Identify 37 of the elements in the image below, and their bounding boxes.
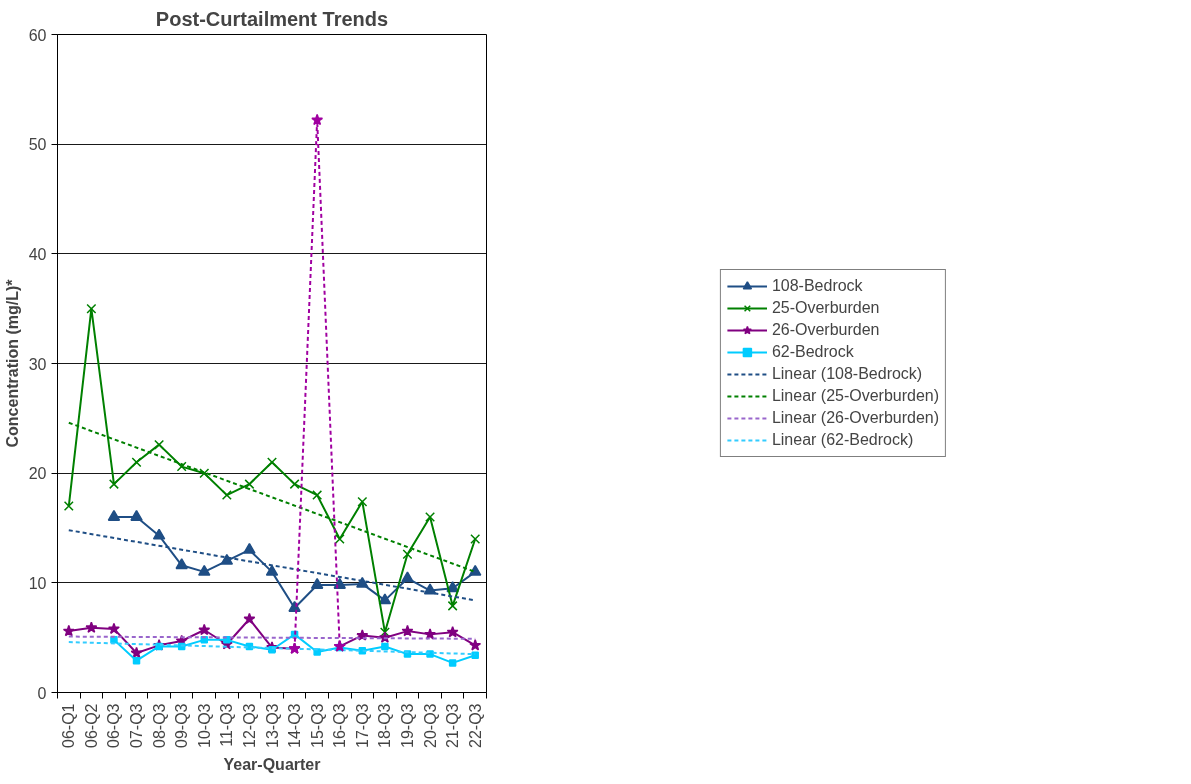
legend-label: 26-Overburden [771, 321, 880, 339]
x-axis-title: Year-Quarter [223, 755, 321, 773]
y-tick-label: 30 [28, 355, 47, 373]
x-tick-label: 22-Q3 [466, 703, 484, 748]
y-tick-label: 60 [28, 26, 47, 44]
x-tick-label: 07-Q3 [128, 703, 146, 748]
x-tick-label: 10-Q3 [195, 703, 213, 748]
legend-label: Linear (25-Overburden) [771, 387, 940, 405]
x-tick-label: 21-Q3 [444, 703, 462, 748]
x-tick-label: 13-Q3 [263, 703, 281, 748]
legend-label: 62-Bedrock [771, 343, 854, 361]
y-tick-label: 40 [28, 245, 47, 263]
x-tick-label: 06-Q1 [60, 703, 78, 748]
x-tick-label: 06-Q2 [82, 703, 100, 748]
x-tick-label: 18-Q3 [376, 703, 394, 748]
x-tick-label: 08-Q3 [150, 703, 168, 748]
legend-label: Linear (108-Bedrock) [771, 365, 923, 383]
y-tick-label: 20 [28, 465, 47, 483]
x-tick-label: 19-Q3 [398, 703, 416, 748]
x-tick-label: 06-Q3 [105, 703, 123, 748]
x-tick-label: 16-Q3 [331, 703, 349, 748]
x-tick-label: 15-Q3 [308, 703, 326, 748]
x-tick-label: 14-Q3 [286, 703, 304, 748]
y-tick-label: 50 [28, 136, 47, 154]
x-tick-label: 17-Q3 [353, 703, 371, 748]
legend-label: 25-Overburden [771, 299, 880, 317]
x-tick-label: 12-Q3 [240, 703, 258, 748]
y-tick-label: 0 [37, 684, 47, 702]
legend-label: Linear (62-Bedrock) [771, 431, 914, 449]
y-axis-title: Concentration (mg/L)* [3, 278, 21, 448]
chart-title: Post-Curtailment Trends [155, 7, 389, 30]
legend-label: 108-Bedrock [771, 277, 863, 295]
y-tick-label: 10 [28, 574, 47, 592]
x-tick-label: 09-Q3 [173, 703, 191, 748]
legend-label: Linear (26-Overburden) [771, 409, 940, 427]
x-tick-label: 11-Q3 [218, 703, 236, 747]
x-tick-label: 20-Q3 [421, 703, 439, 748]
